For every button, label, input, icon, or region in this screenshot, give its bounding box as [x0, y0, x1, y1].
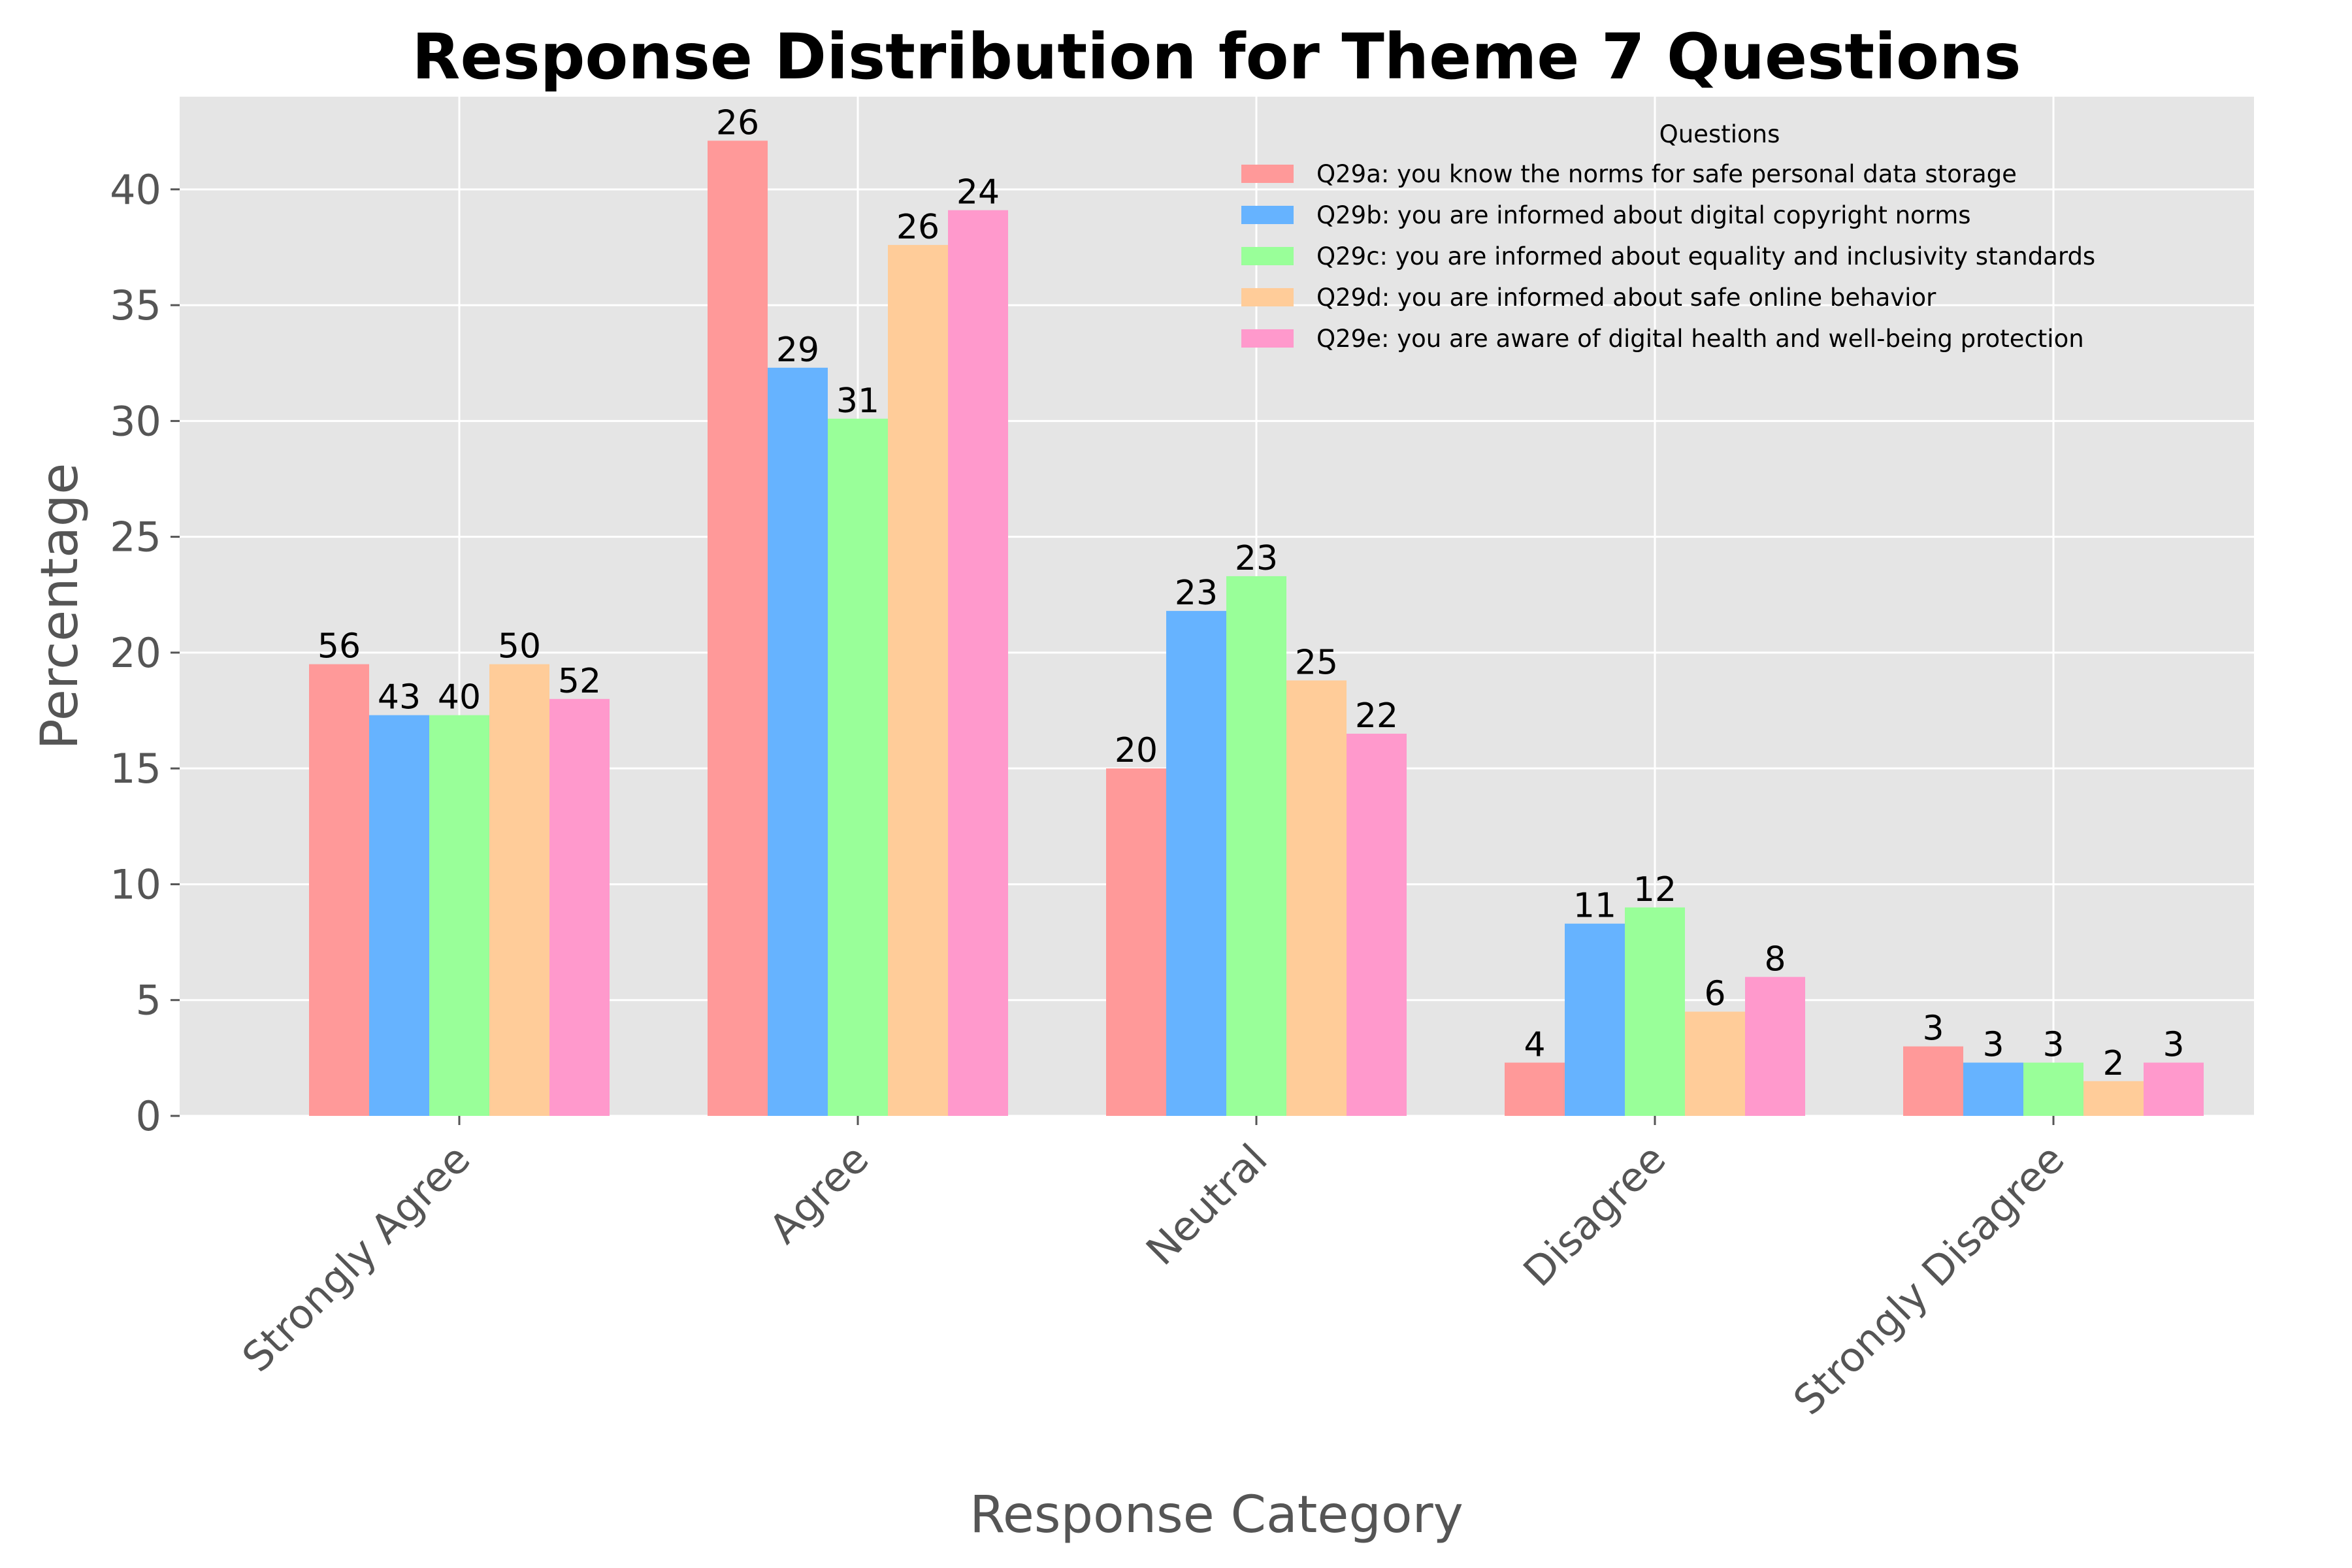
bar: [2083, 1081, 2144, 1116]
y-axis-title: Percentage: [31, 463, 90, 750]
data-label: 3: [1922, 1009, 1944, 1049]
data-label: 40: [438, 678, 481, 717]
legend-swatch: [1241, 165, 1294, 183]
data-label: 4: [1524, 1025, 1545, 1064]
chart-title: Response Distribution for Theme 7 Questi…: [412, 20, 2021, 93]
bar: [2144, 1062, 2204, 1116]
y-tick-label: 10: [110, 860, 161, 908]
bar: [1106, 768, 1166, 1116]
data-label: 31: [836, 382, 879, 421]
legend-swatch: [1241, 247, 1294, 265]
bar: [1166, 611, 1226, 1116]
data-label: 26: [896, 208, 939, 247]
legend-swatch: [1241, 288, 1294, 306]
legend-entry: Q29a: you know the norms for safe person…: [1316, 160, 2017, 188]
data-label: 3: [1982, 1025, 2004, 1064]
data-label: 20: [1115, 731, 1158, 770]
legend-entry: Q29c: you are informed about equality an…: [1316, 242, 2095, 270]
bar: [309, 664, 369, 1116]
y-axis: 0 5 10 15 20 25 30 35 40: [110, 166, 180, 1140]
bar: [1745, 977, 1805, 1116]
data-label: 8: [1764, 939, 1786, 979]
data-label: 50: [498, 627, 541, 666]
data-label: 52: [558, 662, 601, 701]
y-tick-label: 0: [136, 1092, 161, 1140]
legend: Questions Q29a: you know the norms for s…: [1241, 120, 2095, 353]
data-label: 24: [956, 173, 1000, 212]
y-tick-label: 15: [110, 745, 161, 792]
data-label: 25: [1295, 643, 1338, 682]
x-axis-title: Response Category: [970, 1486, 1463, 1544]
bar: [768, 367, 828, 1117]
legend-title: Questions: [1659, 120, 1780, 148]
bar: [888, 244, 948, 1117]
data-label: 6: [1704, 974, 1725, 1013]
bar: [1903, 1046, 1963, 1116]
bar: [1625, 907, 1685, 1116]
bar: [708, 140, 768, 1116]
legend-entry: Q29e: you are aware of digital health an…: [1316, 325, 2084, 353]
legend-entry: Q29d: you are informed about safe online…: [1316, 284, 1936, 312]
data-label: 2: [2102, 1044, 2124, 1083]
y-tick-label: 35: [110, 282, 161, 329]
legend-swatch: [1241, 329, 1294, 348]
bar: [429, 715, 489, 1116]
data-label: 43: [378, 678, 421, 717]
bar: [948, 210, 1008, 1116]
bar: [1286, 680, 1347, 1116]
data-label: 23: [1175, 574, 1218, 613]
bar: [549, 698, 610, 1116]
y-tick-label: 25: [110, 514, 161, 561]
y-tick-label: 5: [136, 977, 161, 1024]
bar: [1565, 923, 1625, 1116]
data-label: 29: [776, 331, 819, 370]
bar: [489, 664, 549, 1116]
bar: [1963, 1062, 2023, 1116]
bar: [1685, 1011, 1745, 1116]
y-tick-label: 20: [110, 629, 161, 677]
data-label: 56: [318, 627, 361, 666]
legend-entry: Q29b: you are informed about digital cop…: [1316, 201, 1971, 229]
data-label: 12: [1633, 870, 1676, 909]
data-label: 11: [1573, 887, 1616, 926]
data-label: 23: [1235, 539, 1278, 578]
bar: [1347, 734, 1407, 1116]
bar: [369, 715, 429, 1116]
data-label: 26: [716, 103, 759, 142]
data-label: 22: [1355, 696, 1398, 736]
y-tick-label: 40: [110, 166, 161, 214]
data-label: 3: [2042, 1025, 2064, 1064]
y-tick-label: 30: [110, 397, 161, 445]
data-label: 3: [2163, 1025, 2184, 1064]
bar: [1505, 1062, 1565, 1116]
legend-swatch: [1241, 206, 1294, 224]
bar: [1226, 576, 1286, 1116]
bar: [2023, 1062, 2083, 1116]
bars: [309, 140, 2204, 1117]
bar: [828, 418, 888, 1117]
